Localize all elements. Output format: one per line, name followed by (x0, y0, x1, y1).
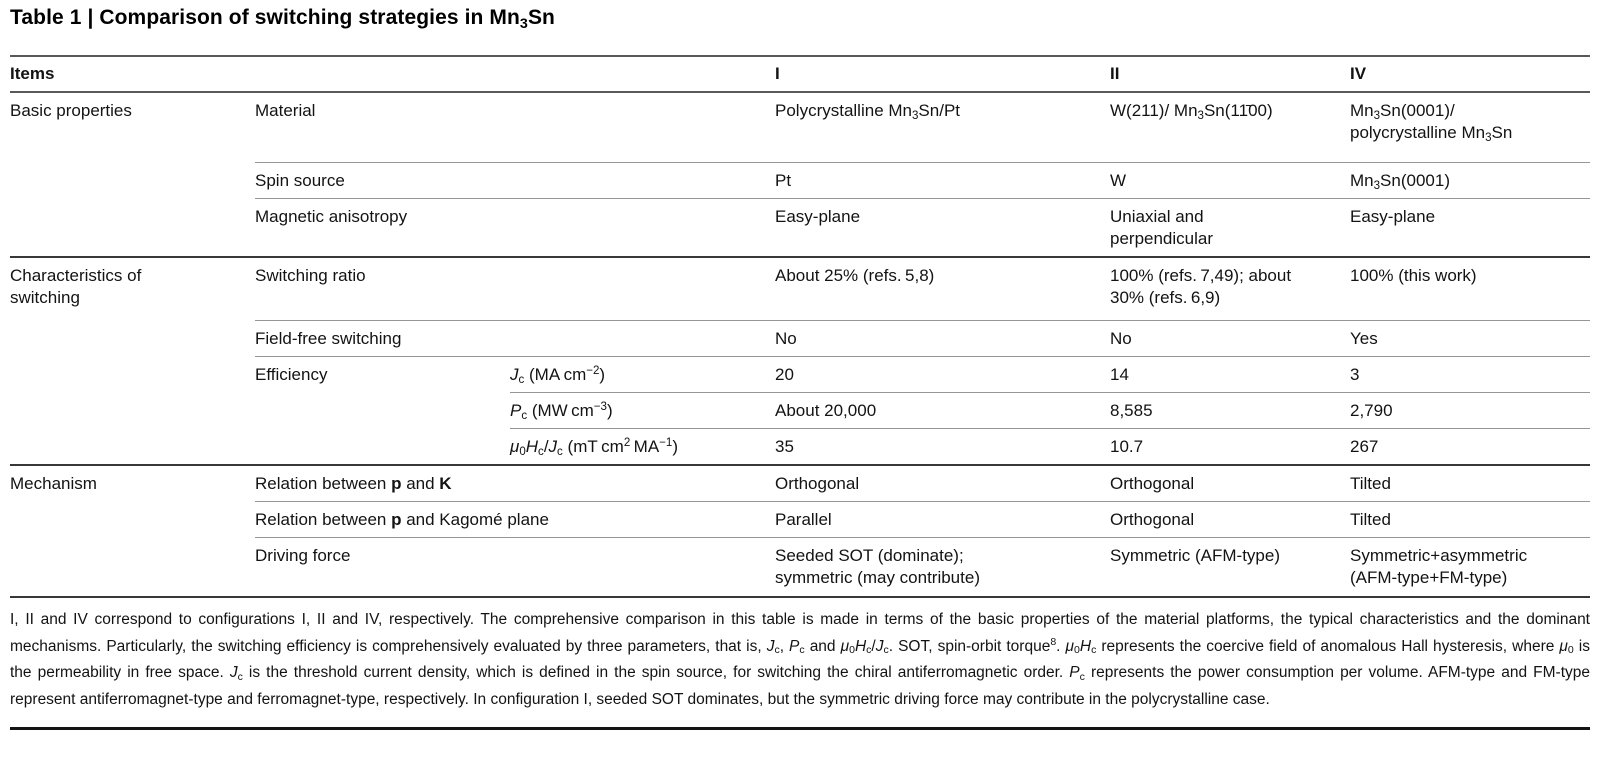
section-cell (10, 501, 255, 537)
section-cell (10, 198, 255, 256)
section-cell: Basic properties (10, 101, 132, 120)
section-cell (10, 428, 255, 464)
item-cell (255, 392, 510, 428)
value-cell-I: Parallel (775, 501, 1110, 537)
value-cell-I: Polycrystalline Mn3Sn/Pt (775, 101, 961, 123)
parameter-cell: μ0Hc/Jc (mT cm2 MA−1) (510, 428, 775, 464)
value-cell-IV: 100% (this work) (1350, 266, 1477, 285)
value-cell-II: 8,585 (1110, 392, 1350, 428)
item-cell: Driving force (255, 537, 775, 596)
item-cell: Field-free switching (255, 320, 775, 356)
row-driving-force: Driving force Seeded SOT (dominate); symm… (10, 537, 1590, 596)
value-cell-I: Pt (775, 162, 1110, 198)
header-items: Items (10, 64, 55, 83)
row-spin-source: Spin source Pt W Mn3Sn(0001) (10, 162, 1590, 198)
value-cell-IV: 267 (1350, 428, 1590, 464)
header-col-II: II (1110, 64, 1120, 83)
section-cell (10, 320, 255, 356)
value-cell-II: 14 (1110, 356, 1350, 392)
item-cell: Spin source (255, 162, 775, 198)
row-relation-p-kagome: Relation between p and Kagomé plane Para… (10, 501, 1590, 537)
value-cell-IV: Yes (1350, 320, 1590, 356)
item-cell: Relation between p and K (255, 474, 452, 493)
item-cell: Material (255, 101, 316, 120)
section-cell: Mechanism (10, 474, 97, 493)
item-cell (255, 428, 510, 464)
value-cell-II: 100% (refs. 7,49); about 30% (refs. 6,9) (1110, 266, 1292, 307)
item-cell: Magnetic anisotropy (255, 198, 775, 256)
header-col-IV: IV (1350, 64, 1367, 83)
value-cell-II: No (1110, 320, 1350, 356)
value-cell-I: About 20,000 (775, 392, 1110, 428)
section-cell (10, 537, 255, 596)
row-field-free-switching: Field-free switching No No Yes (10, 320, 1590, 356)
value-cell-II: 10.7 (1110, 428, 1350, 464)
header-col-I: I (775, 64, 780, 83)
value-cell-IV: Tilted (1350, 501, 1590, 537)
value-cell-I: Easy-plane (775, 198, 1110, 256)
value-cell-I: 35 (775, 428, 1110, 464)
value-cell-I: Orthogonal (775, 474, 860, 493)
row-efficiency-muhc-jc: μ0Hc/Jc (mT cm2 MA−1) 35 10.7 267 (10, 428, 1590, 464)
value-cell-I: Seeded SOT (dominate); symmetric (may con… (775, 537, 1110, 596)
value-cell-IV: Tilted (1350, 474, 1391, 493)
parameter-cell: Pc (MW cm−3) (510, 392, 775, 428)
row-magnetic-anisotropy: Magnetic anisotropy Easy-plane Uniaxial … (10, 198, 1590, 256)
value-cell-II: Symmetric (AFM-type) (1110, 537, 1350, 596)
value-cell-II: W (1110, 162, 1350, 198)
value-cell-IV: Easy-plane (1350, 198, 1590, 256)
value-cell-II: Orthogonal (1110, 474, 1195, 493)
table-header-row: Items I II IV (10, 55, 1590, 93)
value-cell-II: Uniaxial and perpendicular (1110, 198, 1350, 256)
value-cell-IV: Symmetric+asymmetric (AFM-type+FM-type) (1350, 537, 1590, 596)
row-efficiency-jc: Efficiency Jc (MA cm−2) 20 14 3 (10, 356, 1590, 392)
section-cell (10, 162, 255, 198)
row-material: Basic properties Material Polycrystallin… (10, 93, 1590, 162)
section-cell: Characteristics of switching (10, 266, 142, 307)
value-cell-II: W(211)/ Mn3Sn(11̄00) (1110, 101, 1273, 123)
row-efficiency-pc: Pc (MW cm−3) About 20,000 8,585 2,790 (10, 392, 1590, 428)
parameter-cell: Jc (MA cm−2) (510, 356, 775, 392)
row-relation-p-k: Mechanism Relation between p and K Ortho… (10, 464, 1590, 501)
row-switching-ratio: Characteristics of switching Switching ra… (10, 256, 1590, 320)
section-cell (10, 392, 255, 428)
value-cell-IV: Mn3Sn(0001) (1350, 162, 1590, 198)
value-cell-IV: 3 (1350, 356, 1590, 392)
comparison-table: Items I II IV Basic properties Material … (10, 55, 1590, 596)
value-cell-I: 20 (775, 356, 1110, 392)
value-cell-II: Orthogonal (1110, 501, 1350, 537)
value-cell-I: About 25% (refs. 5,8) (775, 266, 935, 285)
item-cell: Efficiency (255, 356, 510, 392)
table-title: Table 1 | Comparison of switching strate… (10, 6, 555, 32)
value-cell-IV: Mn3Sn(0001)/polycrystalline Mn3Sn (1350, 101, 1513, 145)
footnote-text: I, II and IV correspond to configuration… (10, 596, 1590, 730)
item-cell: Relation between p and Kagomé plane (255, 501, 775, 537)
value-cell-IV: 2,790 (1350, 392, 1590, 428)
value-cell-I: No (775, 320, 1110, 356)
item-cell: Switching ratio (255, 266, 366, 285)
section-cell (10, 356, 255, 392)
